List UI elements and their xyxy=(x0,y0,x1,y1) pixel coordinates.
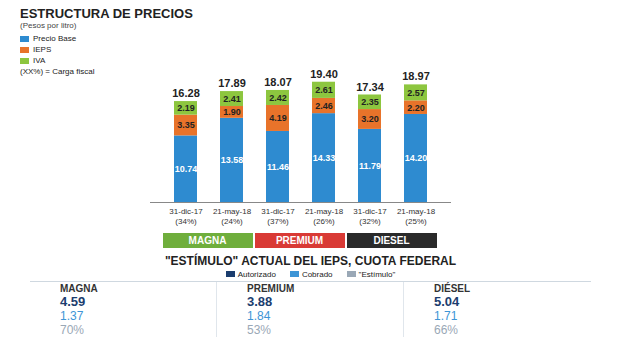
svg-text:18.97: 18.97 xyxy=(402,70,430,82)
svg-text:3.35: 3.35 xyxy=(177,120,195,130)
html-text:DIESEL: DIESEL xyxy=(373,235,410,246)
svg-text:17.34: 17.34 xyxy=(356,81,384,93)
html-text:1.37: 1.37 xyxy=(60,309,84,323)
svg-text:11.46: 11.46 xyxy=(267,162,289,172)
svg-text:11.79: 11.79 xyxy=(359,161,381,171)
html-text:66%: 66% xyxy=(434,323,458,337)
svg-text:2.19: 2.19 xyxy=(177,103,195,113)
svg-text:16.28: 16.28 xyxy=(172,87,200,99)
html-text:"Estímulo": "Estímulo" xyxy=(358,270,396,279)
html-text:Autorizado: Autorizado xyxy=(237,270,276,279)
svg-text:13.58: 13.58 xyxy=(221,155,244,165)
html-text:1.71: 1.71 xyxy=(434,309,458,323)
html-text:Cobrado: Cobrado xyxy=(301,270,333,279)
svg-text:(37%): (37%) xyxy=(267,217,289,226)
svg-text:2.35: 2.35 xyxy=(361,97,379,107)
svg-text:19.40: 19.40 xyxy=(310,68,338,80)
html-text:MAGNA: MAGNA xyxy=(188,235,227,246)
svg-text:2.61: 2.61 xyxy=(315,85,333,95)
html-text:IEPS: IEPS xyxy=(33,45,52,54)
svg-text:18.07: 18.07 xyxy=(264,76,292,88)
html-text:MAGNA: MAGNA xyxy=(60,283,98,294)
svg-text:21-may-18: 21-may-18 xyxy=(305,207,344,216)
svg-text:4.19: 4.19 xyxy=(269,113,287,123)
svg-text:3.20: 3.20 xyxy=(361,114,379,124)
svg-text:1.90: 1.90 xyxy=(223,107,241,117)
svg-text:2.57: 2.57 xyxy=(407,88,425,98)
html-text:5.04: 5.04 xyxy=(434,294,460,309)
html-text:3.88: 3.88 xyxy=(247,294,273,309)
svg-text:(24%): (24%) xyxy=(221,217,243,226)
html-text:53%: 53% xyxy=(247,323,271,337)
svg-text:31-dic-17: 31-dic-17 xyxy=(169,207,203,216)
html-text:PREMIUM: PREMIUM xyxy=(247,283,295,294)
svg-text:10.74: 10.74 xyxy=(175,164,198,174)
html-text:(XX%) = Carga fiscal: (XX%) = Carga fiscal xyxy=(20,67,95,76)
svg-text:(32%): (32%) xyxy=(359,217,381,226)
html-text:"ESTÍMULO" ACTUAL DEL IEPS, CU: "ESTÍMULO" ACTUAL DEL IEPS, CUOTA FEDERA… xyxy=(164,254,457,268)
html-text:ESTRUCTURA DE PRECIOS: ESTRUCTURA DE PRECIOS xyxy=(20,6,193,21)
svg-text:(34%): (34%) xyxy=(175,217,197,226)
html-text:(Pesos por litro): (Pesos por litro) xyxy=(20,21,77,30)
svg-text:(25%): (25%) xyxy=(405,217,427,226)
html-text:Precio Base: Precio Base xyxy=(33,34,77,43)
html-text:PREMIUM: PREMIUM xyxy=(275,235,324,246)
svg-text:31-dic-17: 31-dic-17 xyxy=(353,207,387,216)
svg-text:31-dic-17: 31-dic-17 xyxy=(261,207,295,216)
svg-text:14.20: 14.20 xyxy=(405,153,428,163)
html-text:70%: 70% xyxy=(60,323,84,337)
svg-text:(26%): (26%) xyxy=(313,217,335,226)
html-text:DIÉSEL: DIÉSEL xyxy=(434,283,471,294)
html-text:1.84: 1.84 xyxy=(247,309,271,323)
html-text:IVA: IVA xyxy=(33,56,46,65)
svg-text:17.89: 17.89 xyxy=(218,77,246,89)
svg-text:2.46: 2.46 xyxy=(315,101,333,111)
svg-text:2.42: 2.42 xyxy=(269,93,287,103)
svg-text:21-may-18: 21-may-18 xyxy=(213,207,252,216)
svg-text:21-may-18: 21-may-18 xyxy=(397,207,436,216)
svg-text:14.33: 14.33 xyxy=(313,153,336,163)
svg-text:2.20: 2.20 xyxy=(407,103,425,113)
svg-text:2.41: 2.41 xyxy=(223,94,241,104)
html-text:4.59: 4.59 xyxy=(60,294,86,309)
